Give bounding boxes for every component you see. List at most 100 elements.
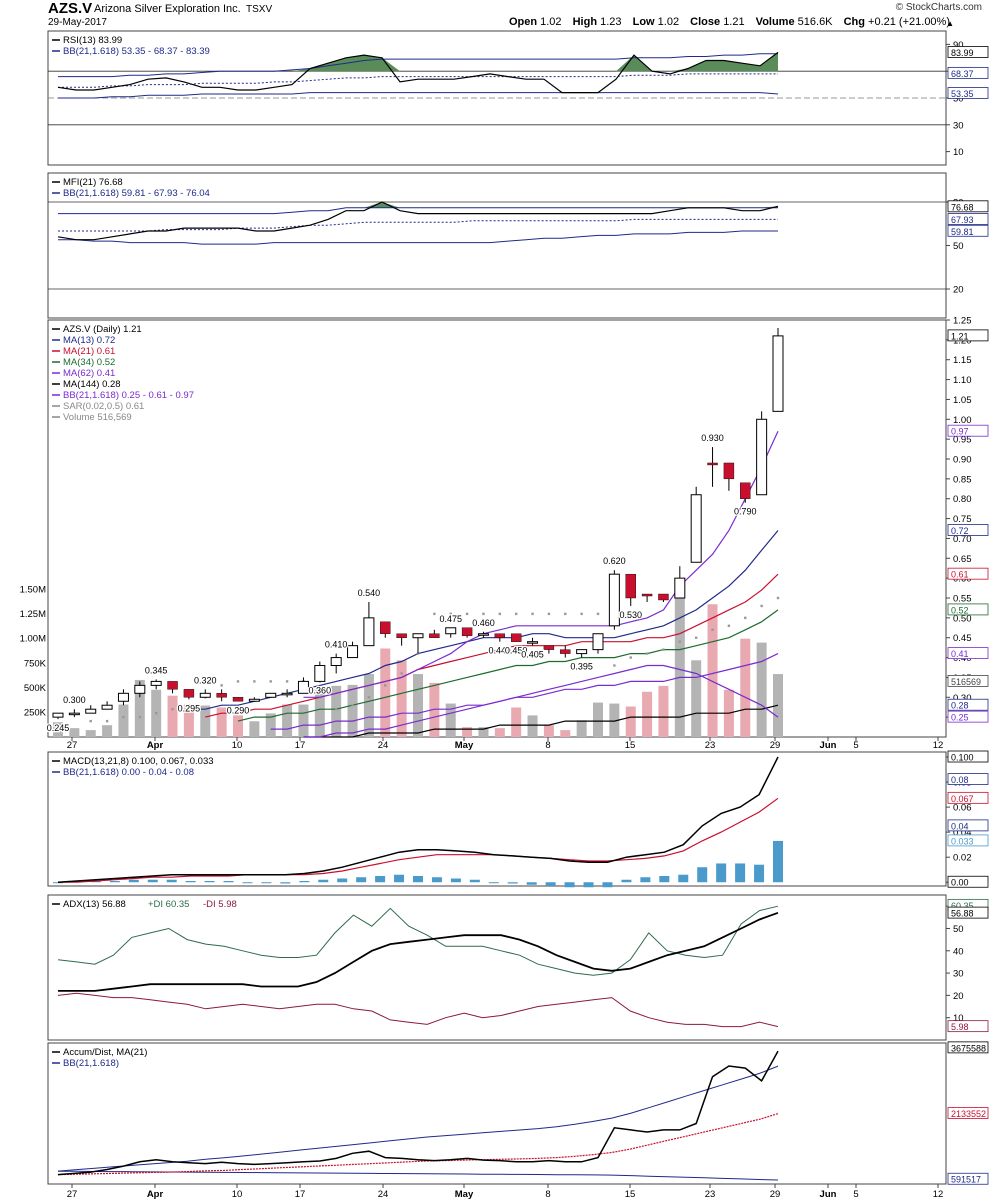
value-tag: 56.88 [951,909,974,919]
volume-bar [593,702,603,737]
sar-dot [89,719,92,723]
x-axis-label: 10 [232,740,243,751]
mfi-bb-lower [58,230,778,245]
y-tick-label: 1.15 [953,355,972,366]
sar-dot [253,680,256,683]
up-arrow-icon: ▲ [946,19,954,28]
sar-dot [384,684,387,687]
macd-histogram-bar [109,880,120,883]
y-tick-label: 30 [953,120,964,131]
y-tick-label: 1.25 [953,316,972,327]
mfi-bb-upper [58,207,778,215]
price-annotation: 0.410 [325,640,348,650]
value-tag: 0.04 [951,821,969,831]
candle-body [543,645,555,650]
volume-bar [560,730,571,737]
macd-histogram-bar [280,882,291,884]
candle-body [396,633,407,638]
price-annotation: 0.345 [145,665,168,675]
sar-dot [694,636,698,639]
price-annotation: 0.295 [178,703,201,713]
value-tag-box [947,1107,989,1119]
candle-body [429,633,440,638]
value-tag-box [947,200,989,213]
macd-histogram-bar [147,879,158,883]
macd-histogram-bar [488,882,499,884]
volume-value: 516.6K [797,16,833,28]
macd-histogram-bar [356,877,367,883]
open-value: 1.02 [540,16,562,28]
value-tag-box [947,1041,989,1054]
value-tag: 0.52 [951,605,969,615]
sar-dot [187,704,191,707]
candle-body [527,641,539,644]
y-tick-label: 10 [953,147,964,158]
value-tag: 0.61 [951,570,969,580]
y-tick-label: 0.06 [953,803,972,814]
legend-label: MA(21) 0.61 [63,346,115,357]
x-axis-label: 5 [853,1189,858,1200]
value-tag-box [947,213,989,225]
macd-histogram-bar [716,863,727,883]
sar-dot [138,715,142,719]
macd-histogram-bar [773,840,783,883]
volume-bar [331,685,342,737]
y-tick-label: 0.80 [953,494,972,505]
symbol-title: AZS.V [48,0,93,17]
value-tag-box [947,87,989,99]
x-axis-label: 24 [378,740,389,751]
plus-di-line [57,905,779,976]
value-tag-box [947,710,989,723]
value-tag-box [947,834,989,847]
volume-axis-label: 250K [24,707,47,718]
volume-bar [233,715,243,737]
candle-body [592,633,604,651]
candle-body [477,633,489,636]
volume-bar [707,604,718,737]
x-axis-label: 23 [705,1189,716,1200]
candle-body [330,657,342,667]
chg-label: Chg [843,16,865,28]
y-tick-label: 40 [953,946,964,957]
legend-label: BB(21,1.618) [63,1058,119,1069]
volume-bar [478,727,489,737]
sar-dot [613,664,616,667]
legend-label: MACD(13,21,8) 0.100, 0.067, 0.033 [63,756,214,767]
sar-dot [760,604,763,608]
value-tag-box [947,819,989,832]
x-axis-label: 29 [770,740,781,751]
price-annotation: 0.245 [47,723,70,733]
x-axis-label: Apr [147,1189,164,1200]
high-value: 1.23 [600,16,622,28]
volume-axis-label: 1.00M [20,634,46,645]
sar-dot [171,708,174,711]
candle-body [723,462,735,480]
value-tag: 0.067 [951,794,974,804]
x-axis-label: 15 [625,1189,636,1200]
candle-body [412,633,424,639]
volume-bar [658,685,669,737]
panel-frame-2 [47,319,947,738]
candle-body [265,692,277,698]
price-annotation: 0.320 [194,675,217,685]
price-annotation: 0.540 [358,588,381,598]
value-tag-box [947,567,989,580]
candle-body [68,712,80,716]
volume-bar [282,704,293,737]
candle-body [281,692,293,696]
candle-body [658,593,669,601]
price-annotation: 0.300 [63,695,86,705]
rsi-bb-middle [58,73,778,88]
stockcharts-credit[interactable]: © StockCharts.com [895,2,982,13]
sar-dot [105,719,109,723]
ma-line-6 [303,664,779,738]
sar-dot [269,680,272,683]
y-tick-label: 50 [953,924,964,935]
candle-body [363,617,375,647]
y-tick-label: 1.00 [953,415,972,426]
x-axis-label: Apr [147,740,164,751]
price-annotation: 0.930 [701,433,724,443]
x-axis-label: 29 [770,1189,781,1200]
sar-dot [776,596,780,600]
volume-bar [347,684,358,737]
